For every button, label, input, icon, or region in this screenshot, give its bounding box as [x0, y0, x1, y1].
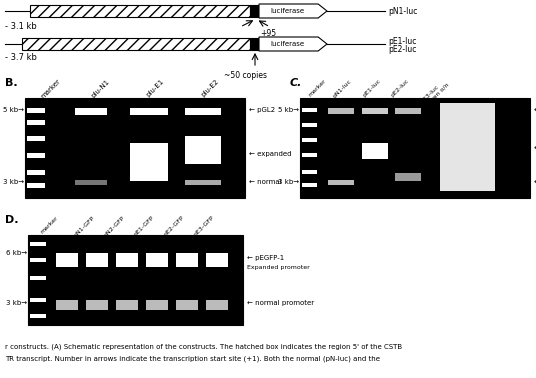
- Bar: [302, 170, 317, 174]
- Bar: [86, 300, 108, 310]
- Text: pE3-luc
grown o/n: pE3-luc grown o/n: [420, 78, 450, 108]
- Bar: [362, 143, 388, 159]
- Text: - 3.7 kb: - 3.7 kb: [5, 53, 37, 62]
- Bar: [75, 108, 107, 115]
- Bar: [116, 300, 138, 310]
- Text: plu-N1: plu-N1: [90, 78, 110, 99]
- Text: ← normal: ← normal: [249, 179, 281, 185]
- Bar: [206, 300, 228, 310]
- Bar: [176, 253, 198, 267]
- Text: ← expanded: ← expanded: [534, 145, 536, 151]
- Bar: [300, 98, 530, 198]
- Bar: [27, 108, 45, 113]
- Bar: [250, 38, 259, 50]
- Text: plu-E2: plu-E2: [200, 78, 220, 98]
- Text: ← expanded: ← expanded: [249, 151, 292, 157]
- Text: pE2-luc: pE2-luc: [388, 45, 416, 54]
- Text: 3 kb→: 3 kb→: [3, 179, 24, 185]
- Bar: [22, 38, 250, 50]
- Bar: [56, 253, 78, 267]
- Bar: [440, 103, 495, 191]
- Bar: [302, 183, 317, 187]
- Text: plu-E1: plu-E1: [145, 78, 165, 98]
- Text: ← pBS + luc: ← pBS + luc: [534, 107, 536, 113]
- Bar: [27, 183, 45, 188]
- Text: marker: marker: [40, 215, 59, 234]
- Bar: [328, 180, 354, 185]
- Text: pE2-luc: pE2-luc: [390, 78, 410, 98]
- Text: 3 kb→: 3 kb→: [6, 301, 27, 307]
- Bar: [130, 108, 168, 115]
- Bar: [86, 253, 108, 267]
- Text: r constructs. (A) Schematic representation of the constructs. The hatched box in: r constructs. (A) Schematic representati…: [5, 344, 402, 350]
- Text: marker: marker: [308, 78, 327, 98]
- Bar: [27, 153, 45, 158]
- Bar: [30, 314, 46, 318]
- Bar: [185, 136, 221, 164]
- Bar: [146, 253, 168, 267]
- Text: ~50 copies: ~50 copies: [224, 71, 266, 80]
- Bar: [176, 300, 198, 310]
- Text: pN1-luc: pN1-luc: [332, 78, 353, 99]
- Text: TR transcript. Number in arrows indicate the transcription start site (+1). Both: TR transcript. Number in arrows indicate…: [5, 356, 380, 363]
- Bar: [328, 108, 354, 114]
- Bar: [25, 98, 245, 198]
- Bar: [30, 276, 46, 279]
- Bar: [250, 5, 259, 17]
- Bar: [130, 143, 168, 181]
- Text: pE2-GFP: pE2-GFP: [163, 215, 185, 237]
- Text: 3 kb→: 3 kb→: [278, 179, 299, 185]
- Text: C.: C.: [290, 78, 302, 88]
- Text: pE1-GFP: pE1-GFP: [133, 215, 155, 237]
- Text: 6 kb→: 6 kb→: [6, 250, 27, 256]
- Bar: [206, 253, 228, 267]
- Text: marker: marker: [40, 78, 62, 100]
- Text: pN2-GFP: pN2-GFP: [103, 215, 126, 238]
- Bar: [302, 138, 317, 142]
- Bar: [30, 5, 250, 17]
- Bar: [30, 242, 46, 246]
- Bar: [185, 108, 221, 115]
- Bar: [75, 180, 107, 185]
- Bar: [30, 298, 46, 302]
- Bar: [395, 173, 421, 181]
- Polygon shape: [259, 37, 327, 51]
- Text: ← normal promoter: ← normal promoter: [247, 301, 314, 307]
- Text: luciferase: luciferase: [271, 41, 304, 47]
- Bar: [27, 136, 45, 141]
- Text: ← normal: ← normal: [534, 179, 536, 185]
- Bar: [56, 300, 78, 310]
- Bar: [27, 120, 45, 125]
- Text: 5 kb→: 5 kb→: [278, 107, 299, 113]
- Text: luciferase: luciferase: [271, 8, 304, 14]
- Bar: [302, 123, 317, 127]
- Polygon shape: [259, 4, 327, 18]
- Bar: [185, 180, 221, 185]
- Text: pN1-GFP: pN1-GFP: [73, 215, 96, 238]
- Bar: [302, 108, 317, 112]
- Text: pE1-luc: pE1-luc: [362, 78, 382, 98]
- Bar: [116, 253, 138, 267]
- Bar: [30, 257, 46, 262]
- Text: - 3.1 kb: - 3.1 kb: [5, 22, 37, 31]
- Text: 5 kb→: 5 kb→: [3, 107, 24, 113]
- Text: +95: +95: [260, 29, 276, 38]
- Bar: [302, 153, 317, 157]
- Text: D.: D.: [5, 215, 19, 225]
- Text: pE3-GFP: pE3-GFP: [193, 215, 215, 237]
- Bar: [28, 235, 243, 325]
- Text: pN1-luc: pN1-luc: [388, 6, 418, 15]
- Text: pE1-luc: pE1-luc: [388, 37, 416, 45]
- Bar: [395, 108, 421, 114]
- Bar: [362, 108, 388, 114]
- Text: ← pGL2: ← pGL2: [249, 107, 275, 113]
- Bar: [27, 170, 45, 175]
- Text: B.: B.: [5, 78, 18, 88]
- Text: ← pEGFP-1: ← pEGFP-1: [247, 256, 284, 262]
- Bar: [146, 300, 168, 310]
- Text: Expanded promoter: Expanded promoter: [247, 265, 310, 270]
